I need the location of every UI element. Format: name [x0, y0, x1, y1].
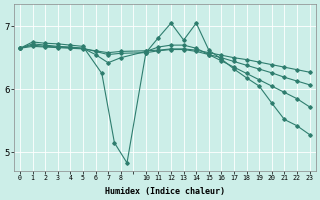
X-axis label: Humidex (Indice chaleur): Humidex (Indice chaleur)	[105, 187, 225, 196]
